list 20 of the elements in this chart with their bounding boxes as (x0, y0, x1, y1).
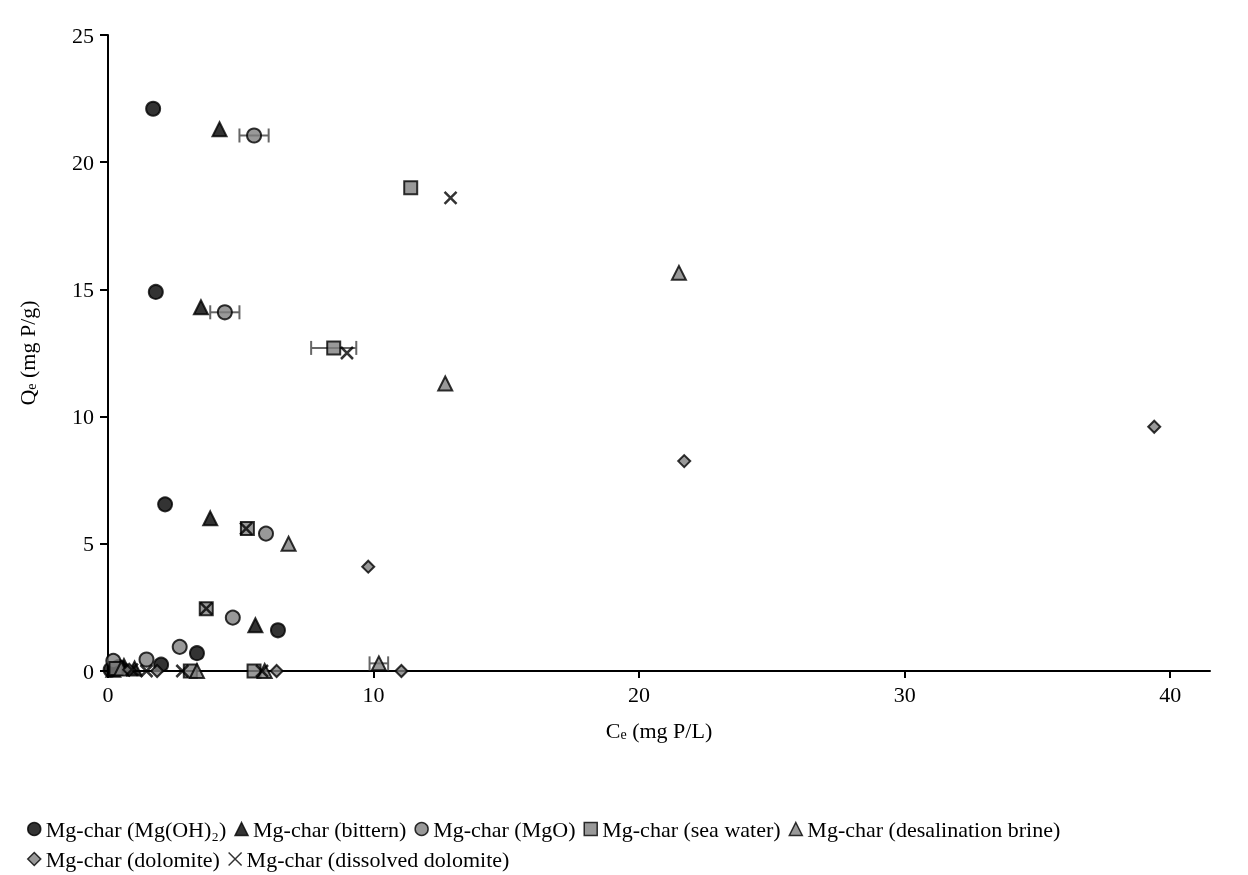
x-tick-label: 40 (1159, 681, 1182, 707)
x-tick-label: 10 (362, 681, 385, 707)
x-axis-title: Ce (mg P/L) (605, 717, 713, 743)
legend-label: Mg-char (Mg(OH)₂) (45, 816, 227, 842)
legend-label: Mg-char (sea water) (602, 816, 781, 842)
y-tick-label: 20 (72, 149, 94, 175)
y-tick-label: 15 (72, 276, 94, 302)
x-tick-label: 30 (893, 681, 916, 707)
y-tick-label: 25 (72, 22, 94, 48)
y-tick-label: 10 (72, 404, 94, 430)
y-axis-title: Qe (mg P/g) (14, 300, 40, 406)
legend-label: Mg-char (dolomite) (45, 846, 220, 872)
legend-label: Mg-char (desalination brine) (807, 816, 1061, 842)
legend-label: Mg-char (bittern) (253, 816, 407, 842)
legend-label: Mg-char (dissolved dolomite) (246, 846, 510, 872)
legend-label: Mg-char (MgO) (433, 816, 576, 842)
x-tick-label: 20 (628, 681, 651, 707)
y-tick-label: 0 (83, 658, 94, 684)
y-tick-label: 5 (83, 531, 94, 557)
x-tick-label: 0 (102, 681, 114, 707)
